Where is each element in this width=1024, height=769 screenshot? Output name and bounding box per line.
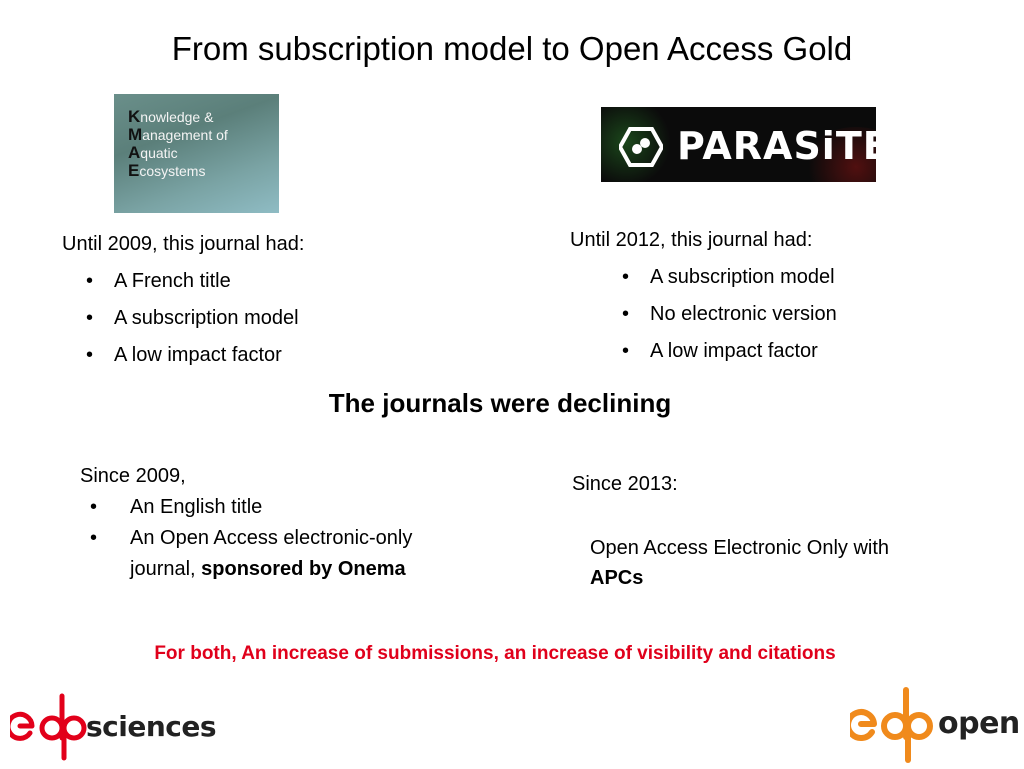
list-item: A French title xyxy=(86,263,304,300)
conclusion-text: For both, An increase of submissions, an… xyxy=(154,643,836,664)
edp-open-logo: open xyxy=(845,684,1020,769)
kmae-since-block: Since 2009, An English title An Open Acc… xyxy=(80,461,440,585)
declining-heading: The journals were declining xyxy=(328,388,672,418)
hexagon-icon xyxy=(619,127,663,167)
list-item: A low impact factor xyxy=(86,337,304,374)
parasite-history-intro: Until 2012, this journal had: xyxy=(570,229,813,251)
kmae-logo-line: Knowledge & xyxy=(128,107,214,126)
kmae-history-block: Until 2009, this journal had: A French t… xyxy=(62,226,304,374)
kmae-logo-line: Aquatic xyxy=(128,143,178,162)
kmae-logo-line: Ecosystems xyxy=(128,161,206,180)
edp-open-word: open xyxy=(938,706,1020,741)
list-item: No electronic version xyxy=(622,296,837,333)
parasite-history-block: Until 2012, this journal had: A subscrip… xyxy=(570,222,837,370)
edp-monogram-icon xyxy=(5,693,87,761)
kmae-logo: Knowledge & Management of Aquatic Ecosys… xyxy=(114,94,279,213)
parasite-logo-text: PARASiTE xyxy=(677,124,876,168)
parasite-since-text: Open Access Electronic Only with APCs xyxy=(590,537,890,589)
slide-title: From subscription model to Open Access G… xyxy=(171,30,853,67)
parasite-since-intro: Since 2013: xyxy=(572,473,678,495)
list-item: A low impact factor xyxy=(622,333,837,370)
parasite-logo: PARASiTE xyxy=(601,107,876,182)
edp-monogram-icon xyxy=(845,687,933,763)
list-item: A subscription model xyxy=(86,300,304,337)
list-item: A subscription model xyxy=(622,259,837,296)
kmae-history-intro: Until 2009, this journal had: xyxy=(62,233,305,255)
kmae-since-intro: Since 2009, xyxy=(80,465,186,487)
edp-sciences-word: sciences xyxy=(86,710,217,743)
edp-sciences-logo: sciences xyxy=(5,690,217,767)
list-item: An Open Access electronic-only journal, … xyxy=(90,523,440,585)
kmae-logo-line: Management of xyxy=(128,125,228,144)
list-item: An English title xyxy=(90,492,440,523)
